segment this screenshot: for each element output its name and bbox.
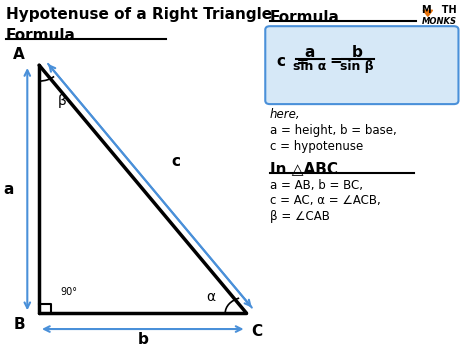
Text: b: b — [137, 332, 148, 347]
Text: C: C — [251, 324, 262, 339]
Text: a = AB, b = BC,: a = AB, b = BC, — [270, 178, 363, 191]
Text: =: = — [329, 53, 342, 68]
Text: A: A — [13, 47, 25, 62]
Text: B: B — [13, 317, 25, 332]
Text: c  =: c = — [277, 54, 310, 69]
Text: c: c — [172, 154, 181, 169]
Text: sin α: sin α — [293, 60, 327, 74]
Text: c = hypotenuse: c = hypotenuse — [270, 140, 363, 152]
Text: β = ∠CAB: β = ∠CAB — [270, 210, 330, 223]
Text: a = height, b = base,: a = height, b = base, — [270, 124, 397, 137]
Text: a: a — [305, 45, 315, 60]
Text: 90°: 90° — [60, 287, 77, 297]
Text: Hypotenuse of a Right Triangle: Hypotenuse of a Right Triangle — [6, 7, 272, 22]
Text: a: a — [3, 182, 14, 197]
Text: In △ABC: In △ABC — [270, 161, 338, 176]
FancyBboxPatch shape — [265, 26, 458, 104]
Text: sin β: sin β — [340, 60, 374, 74]
Text: here,: here, — [270, 108, 301, 121]
Text: M   TH: M TH — [422, 5, 457, 15]
Text: Formula: Formula — [6, 28, 76, 43]
Text: β: β — [58, 94, 67, 107]
Text: b: b — [352, 45, 363, 60]
Text: α: α — [207, 290, 216, 304]
Text: c = AC, α = ∠ACB,: c = AC, α = ∠ACB, — [270, 195, 381, 207]
Text: Formula: Formula — [270, 10, 340, 25]
Text: MONKS: MONKS — [422, 17, 457, 26]
Polygon shape — [423, 10, 433, 16]
